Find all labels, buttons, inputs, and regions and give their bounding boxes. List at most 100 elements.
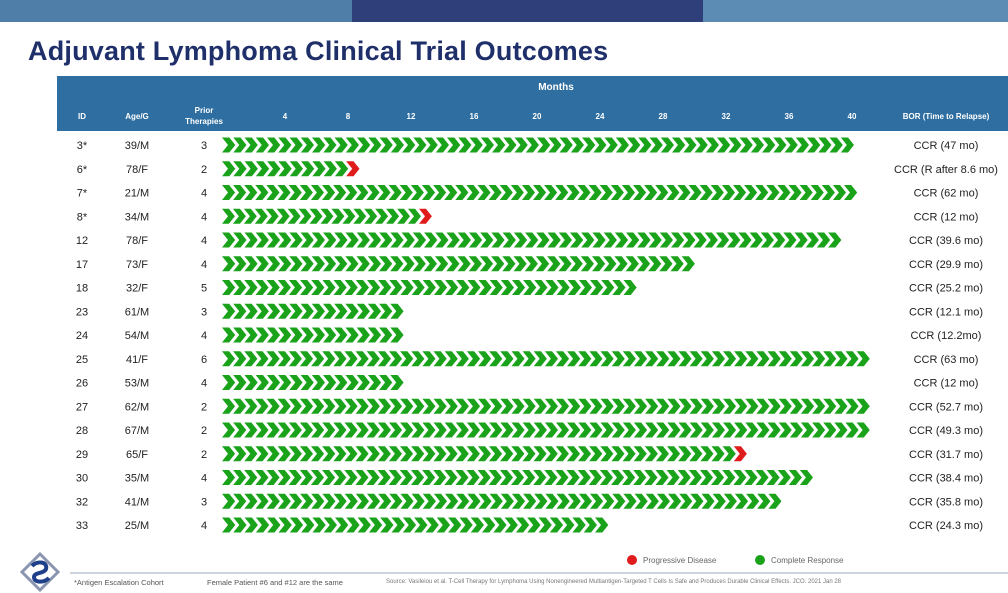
chevron-mark: [845, 351, 859, 367]
chevron-mark: [789, 351, 803, 367]
chevron-mark: [694, 137, 708, 153]
chevron-mark: [244, 398, 258, 414]
chevron-mark: [322, 185, 336, 200]
chevron-mark: [667, 351, 681, 367]
chevron-mark: [433, 280, 448, 295]
chevron-mark: [611, 422, 625, 438]
chevron-mark: [778, 422, 792, 438]
row-bor: CCR (49.3 mo): [909, 425, 983, 437]
chevron-mark: [334, 161, 349, 177]
row-age-gender: 25/M: [125, 520, 149, 532]
chevron-mark: [255, 280, 269, 295]
chevron-mark: [233, 517, 247, 533]
chevron-mark: [298, 208, 312, 224]
chevron-mark: [355, 398, 369, 414]
chevron-mark: [603, 232, 617, 248]
chevron-mark: [300, 375, 314, 390]
chevron-mark: [672, 137, 686, 153]
chevron-mark: [311, 303, 325, 319]
chevron-mark: [366, 422, 380, 438]
chevron-mark: [556, 493, 570, 509]
row-prior-therapies: 5: [201, 283, 207, 295]
chevron-mark: [645, 398, 659, 414]
chevron-mark: [678, 398, 692, 414]
chevron-mark: [322, 446, 336, 462]
chevron-mark: [569, 256, 583, 272]
chevron-mark: [603, 256, 617, 272]
chevron-mark: [356, 303, 370, 319]
chevron-mark: [511, 398, 525, 414]
chevron-mark: [699, 470, 713, 485]
chevron-mark: [267, 137, 281, 153]
chevron-mark: [422, 470, 436, 485]
chevron-mark: [448, 517, 462, 533]
chevron-mark: [312, 517, 326, 533]
chevron-mark: [333, 493, 347, 509]
chevron-mark: [388, 446, 402, 462]
chevron-mark: [425, 517, 439, 533]
chevron-mark: [578, 351, 592, 367]
chevron-mark: [301, 161, 315, 177]
chevron-mark: [738, 232, 752, 248]
chevron-mark: [595, 517, 609, 533]
chevron-mark: [784, 137, 798, 153]
chevron-mark: [521, 185, 535, 200]
chevron-mark: [377, 470, 391, 485]
chevron-mark: [466, 398, 481, 414]
legend-label: Progressive Disease: [643, 556, 717, 565]
chevron-mark: [222, 351, 236, 367]
chevron-mark: [367, 303, 382, 319]
row-prior-therapies: 4: [201, 259, 207, 271]
chevron-mark: [767, 398, 781, 414]
chevron-mark: [794, 232, 808, 248]
chevron-mark: [278, 517, 292, 533]
chevron-mark: [422, 280, 436, 295]
chevron-mark: [244, 137, 258, 153]
chevron-mark: [378, 280, 392, 295]
chevron-mark: [524, 256, 538, 272]
chevron-mark: [622, 470, 636, 485]
chevron-mark: [288, 422, 302, 438]
chevron-mark: [266, 256, 281, 272]
chevron-mark: [502, 256, 516, 272]
chevron-mark: [667, 446, 681, 462]
chevron-mark: [435, 256, 449, 272]
chevron-mark: [364, 208, 378, 224]
chevron-mark: [544, 422, 558, 438]
chevron-mark: [522, 398, 536, 414]
chevron-mark: [289, 375, 303, 390]
chevron-mark: [722, 470, 736, 485]
chevron-mark: [301, 517, 315, 533]
chevron-mark: [244, 185, 258, 200]
row-prior-therapies: 4: [201, 235, 207, 247]
chevron-mark: [832, 185, 846, 200]
chevron-mark: [400, 422, 414, 438]
chevron-mark: [278, 256, 292, 272]
row-age-gender: 65/F: [126, 449, 148, 461]
chevron-mark: [368, 137, 382, 153]
chevron-mark: [422, 446, 436, 462]
chevron-mark: [377, 185, 391, 200]
chevron-mark: [477, 470, 491, 485]
chevron-mark: [344, 493, 358, 509]
row-id: 28: [76, 425, 88, 437]
chevron-mark: [783, 232, 797, 248]
chevron-mark: [469, 232, 483, 248]
chevron-mark: [467, 493, 481, 509]
chevron-mark: [578, 398, 592, 414]
chevron-mark: [379, 137, 393, 153]
chevron-mark: [311, 375, 325, 390]
chevron-mark: [746, 493, 760, 509]
chevron-mark: [514, 137, 528, 153]
chevron-mark: [756, 398, 770, 414]
chevron-mark: [411, 493, 425, 509]
row-bor: CCR (63 mo): [914, 354, 979, 366]
row-bor: CCR (38.4 mo): [909, 473, 983, 485]
chevron-mark: [456, 280, 470, 295]
chevron-mark: [288, 185, 302, 200]
chevron-mark: [445, 280, 459, 295]
chevron-mark: [233, 493, 247, 509]
chevron-mark: [222, 137, 236, 153]
chevron-mark: [323, 232, 337, 248]
chevron-mark: [722, 446, 736, 462]
